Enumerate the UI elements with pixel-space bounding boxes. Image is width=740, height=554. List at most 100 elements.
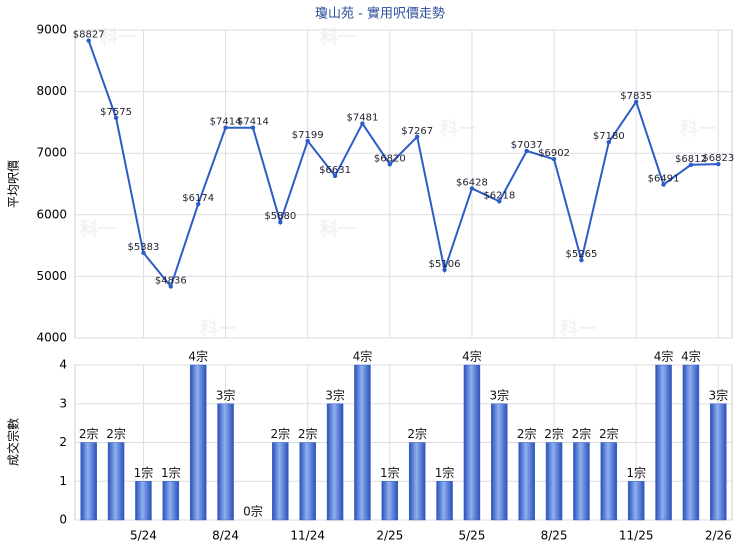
bar bbox=[710, 403, 727, 521]
point bbox=[332, 173, 338, 179]
bar bbox=[135, 481, 152, 521]
point bbox=[442, 267, 447, 273]
data-label: 4宗 bbox=[681, 349, 701, 364]
x-tick-label: 5/24 bbox=[130, 529, 157, 543]
data-label: 4宗 bbox=[462, 349, 482, 364]
data-label: 3宗 bbox=[708, 387, 728, 402]
point bbox=[579, 257, 584, 263]
x-tick-label: 8/25 bbox=[541, 529, 568, 543]
bar bbox=[189, 364, 207, 521]
y-tick-label: 8000 bbox=[36, 84, 67, 98]
point bbox=[524, 148, 529, 154]
data-label: 4宗 bbox=[654, 349, 674, 364]
bar bbox=[381, 481, 399, 521]
data-label: $5880 bbox=[264, 211, 296, 222]
bar bbox=[299, 442, 316, 521]
bar bbox=[573, 442, 590, 521]
y-tick-label: 5000 bbox=[36, 269, 67, 283]
y-axis-label: 平均呎價 bbox=[7, 160, 21, 208]
data-label: 2宗 bbox=[298, 426, 318, 441]
point bbox=[86, 38, 91, 43]
x-tick-label: 2/25 bbox=[376, 529, 403, 543]
y-tick-label: 3 bbox=[59, 396, 67, 410]
data-label: $6631 bbox=[319, 165, 351, 176]
data-label: 2宗 bbox=[599, 426, 619, 441]
point bbox=[278, 219, 283, 225]
x-tick-label: 11/25 bbox=[619, 529, 654, 543]
data-label: 4宗 bbox=[188, 349, 208, 364]
data-label: 2宗 bbox=[517, 426, 537, 441]
data-label: $7180 bbox=[593, 131, 625, 142]
data-label: 2宗 bbox=[407, 426, 427, 441]
data-label: 3宗 bbox=[216, 387, 236, 402]
data-label: $7199 bbox=[292, 130, 324, 141]
watermark: 科一 bbox=[80, 218, 116, 240]
data-label: 2宗 bbox=[106, 426, 126, 441]
bar bbox=[600, 442, 618, 521]
watermark: 科一 bbox=[100, 26, 136, 48]
point bbox=[113, 115, 119, 120]
data-label: $7414 bbox=[210, 117, 242, 128]
bar bbox=[107, 442, 125, 521]
watermark: 科一 bbox=[680, 118, 716, 140]
bar bbox=[272, 442, 289, 521]
watermark: 科一 bbox=[560, 318, 596, 340]
point bbox=[606, 139, 612, 145]
data-label: $4836 bbox=[155, 276, 187, 287]
bar bbox=[655, 364, 672, 521]
data-label: $6218 bbox=[483, 190, 515, 201]
plot-area bbox=[74, 29, 733, 339]
point bbox=[688, 162, 694, 167]
bar bbox=[463, 364, 481, 521]
point bbox=[551, 157, 557, 162]
y-tick-label: 4000 bbox=[36, 331, 67, 345]
watermark: 科一 bbox=[320, 26, 356, 48]
data-label: 4宗 bbox=[353, 349, 373, 364]
bar bbox=[491, 403, 508, 521]
point bbox=[633, 99, 639, 104]
point bbox=[141, 250, 146, 256]
y-tick-label: 6000 bbox=[36, 207, 67, 221]
data-label: $7575 bbox=[100, 107, 132, 118]
line bbox=[87, 40, 719, 289]
data-label: 1宗 bbox=[435, 465, 455, 480]
point bbox=[250, 125, 256, 130]
bar bbox=[545, 442, 563, 521]
data-label: $7037 bbox=[511, 140, 543, 151]
point bbox=[387, 162, 393, 167]
y-tick-label: 1 bbox=[59, 474, 67, 488]
data-label: $6823 bbox=[702, 153, 734, 164]
bar bbox=[408, 442, 426, 521]
watermark: 科一 bbox=[200, 318, 236, 340]
data-label: $7481 bbox=[347, 113, 379, 124]
data-label: $5106 bbox=[429, 259, 461, 270]
y-tick-label: 2 bbox=[59, 435, 67, 449]
data-label: 2宗 bbox=[572, 426, 592, 441]
data-label: $6812 bbox=[675, 154, 707, 165]
y-tick-label: 4 bbox=[59, 358, 67, 372]
data-label: 1宗 bbox=[134, 465, 154, 480]
data-label: 2宗 bbox=[270, 426, 290, 441]
data-label: $7267 bbox=[401, 126, 433, 137]
bar bbox=[162, 481, 180, 521]
bar bbox=[627, 481, 645, 521]
x-tick-label: 2/26 bbox=[705, 529, 732, 543]
data-label: $5265 bbox=[566, 249, 598, 260]
x-tick-label: 5/25 bbox=[458, 529, 485, 543]
point bbox=[716, 161, 721, 167]
y-tick-label: 7000 bbox=[36, 146, 67, 160]
point bbox=[414, 134, 420, 139]
bar bbox=[354, 364, 371, 521]
data-label: $6820 bbox=[374, 153, 406, 164]
watermark: 科一 bbox=[320, 218, 356, 240]
data-label: $8827 bbox=[73, 30, 105, 41]
x-tick-label: 8/24 bbox=[212, 529, 239, 543]
point bbox=[469, 186, 475, 191]
data-label: $6902 bbox=[538, 148, 570, 159]
data-label: $6491 bbox=[648, 174, 680, 185]
watermark: 科一 bbox=[440, 118, 476, 140]
point bbox=[497, 199, 502, 204]
bar bbox=[682, 364, 700, 521]
y-tick-label: 9000 bbox=[36, 23, 67, 37]
